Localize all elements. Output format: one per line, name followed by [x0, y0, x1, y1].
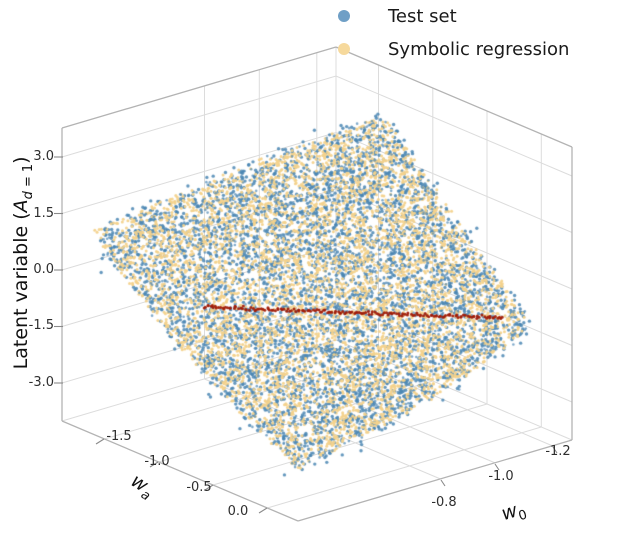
scatter-point-cloud [0, 0, 640, 541]
figure-3d-scatter: Test set Symbolic regression 3.0 1.5 0.0… [0, 0, 640, 541]
